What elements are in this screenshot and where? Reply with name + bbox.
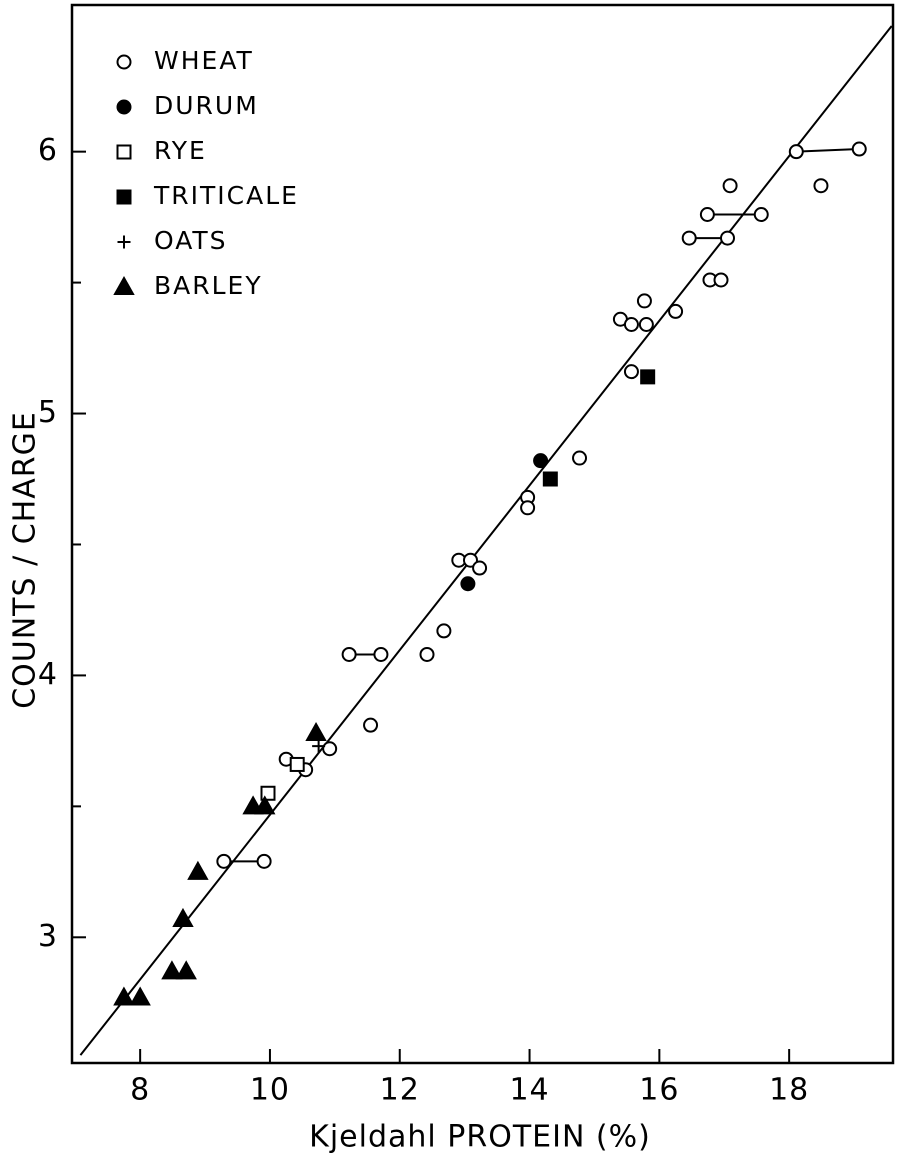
point bbox=[322, 741, 338, 757]
legend-symbol bbox=[116, 144, 132, 160]
point bbox=[720, 230, 736, 246]
point bbox=[699, 207, 715, 223]
point bbox=[640, 369, 656, 385]
point bbox=[256, 853, 272, 869]
point bbox=[636, 293, 652, 309]
x-tick-label: 14 bbox=[509, 1073, 549, 1108]
point bbox=[668, 303, 684, 319]
point bbox=[187, 860, 209, 880]
x-tick-label: 18 bbox=[769, 1073, 809, 1108]
y-tick-label: 3 bbox=[38, 919, 58, 954]
point bbox=[113, 986, 135, 1006]
point bbox=[713, 272, 729, 288]
point bbox=[175, 960, 197, 980]
point bbox=[722, 178, 738, 194]
point bbox=[813, 178, 829, 194]
point bbox=[363, 717, 379, 733]
point bbox=[460, 576, 476, 592]
point bbox=[788, 144, 804, 160]
legend-symbol bbox=[117, 235, 131, 249]
point bbox=[161, 960, 183, 980]
legend-label: BARLEY bbox=[154, 271, 263, 300]
point bbox=[341, 646, 357, 662]
legend-label: WHEAT bbox=[154, 46, 254, 75]
y-tick-label: 6 bbox=[38, 133, 58, 168]
point bbox=[254, 795, 276, 815]
point bbox=[172, 907, 194, 927]
point bbox=[851, 141, 867, 157]
legend-symbol bbox=[113, 275, 135, 295]
point bbox=[305, 721, 327, 742]
legend-label: DURUM bbox=[154, 91, 259, 120]
point bbox=[623, 316, 639, 332]
x-tick-label: 10 bbox=[250, 1073, 290, 1108]
point bbox=[542, 471, 558, 487]
x-tick-label: 12 bbox=[380, 1073, 420, 1108]
plot-frame bbox=[70, 3, 895, 1065]
x-tick-label: 8 bbox=[130, 1073, 150, 1108]
legend-label: OATS bbox=[154, 226, 228, 255]
point bbox=[753, 207, 769, 223]
point bbox=[623, 364, 639, 380]
point bbox=[638, 316, 654, 332]
point bbox=[419, 646, 435, 662]
x-axis-label: Kjeldahl PROTEIN (%) bbox=[309, 1120, 651, 1155]
point bbox=[373, 646, 389, 662]
legend-label: RYE bbox=[154, 136, 207, 165]
y-tick-label: 4 bbox=[38, 657, 58, 692]
legend-label: TRITICALE bbox=[153, 181, 299, 210]
point bbox=[572, 450, 588, 466]
point bbox=[681, 230, 697, 246]
point bbox=[289, 756, 305, 772]
point bbox=[533, 453, 549, 469]
legend-symbol bbox=[116, 189, 132, 205]
y-axis-label: COUNTS / CHARGE bbox=[8, 411, 43, 709]
y-tick-label: 5 bbox=[38, 395, 58, 430]
pair-connector bbox=[796, 148, 860, 153]
fit-line bbox=[79, 25, 893, 1056]
point bbox=[520, 500, 536, 516]
point bbox=[129, 986, 151, 1006]
x-tick-label: 16 bbox=[639, 1073, 679, 1108]
point bbox=[216, 853, 232, 869]
point bbox=[436, 623, 452, 639]
point bbox=[472, 560, 488, 576]
legend-symbol bbox=[116, 99, 132, 115]
legend-symbol bbox=[116, 54, 132, 70]
point bbox=[312, 739, 326, 753]
